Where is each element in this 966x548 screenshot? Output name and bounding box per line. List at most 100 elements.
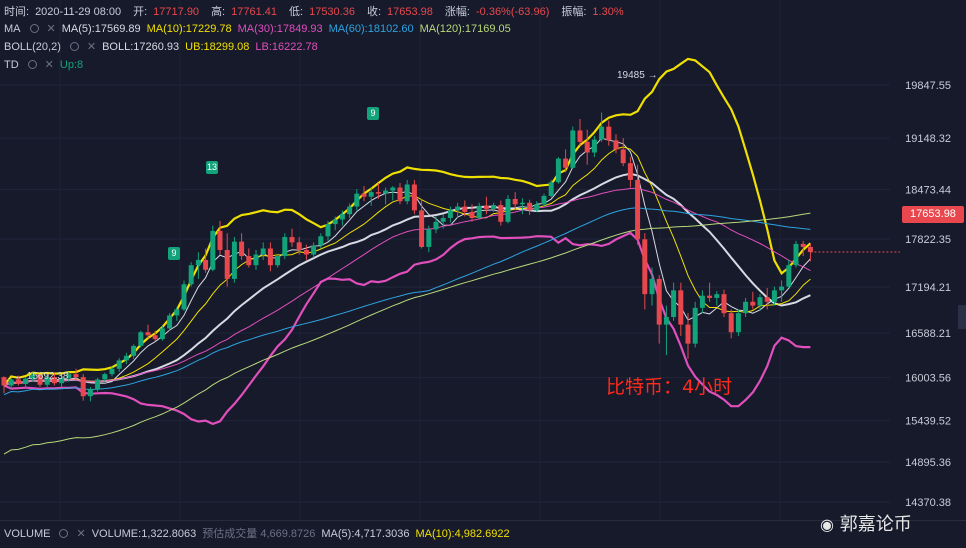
settings-icon[interactable] bbox=[59, 529, 69, 538]
candle-body bbox=[296, 242, 302, 250]
candle-body bbox=[786, 265, 792, 287]
candle-body bbox=[217, 230, 223, 250]
candle-body bbox=[771, 290, 777, 302]
y-tick-label: 17822.35 bbox=[905, 234, 951, 246]
candle-body bbox=[627, 163, 633, 180]
indicator-value: BOLL:17260.93 bbox=[102, 41, 180, 53]
candle-body bbox=[239, 241, 245, 257]
candle-body bbox=[779, 286, 785, 291]
indicator-value: MA(30):17849.93 bbox=[237, 23, 323, 35]
ohlc-field-value: 17653.98 bbox=[387, 6, 433, 18]
indicator-name: TD bbox=[4, 59, 19, 71]
volume-pane: VOLUME ✕ VOLUME:1,322.8063 预估成交量 4,669.8726… bbox=[0, 520, 966, 548]
candle-body bbox=[649, 278, 655, 295]
watermark-text: 郭嘉论币 bbox=[839, 514, 912, 535]
candle-body bbox=[347, 206, 353, 215]
candle-body bbox=[663, 316, 669, 325]
candle-body bbox=[311, 245, 317, 255]
settings-icon[interactable] bbox=[69, 42, 79, 51]
candle-body bbox=[534, 204, 540, 211]
candle-body bbox=[699, 295, 705, 308]
candle-body bbox=[131, 345, 137, 356]
ohlc-field: 高: 17761.41 bbox=[211, 6, 283, 18]
candle-body bbox=[462, 206, 468, 212]
candle-body bbox=[635, 179, 641, 240]
candle-body bbox=[203, 259, 209, 270]
boll-legend: BOLL(20,2) ✕ BOLL:17260.93 UB:18299.08 LB:16… bbox=[4, 40, 324, 53]
candle-body bbox=[181, 284, 187, 310]
ohlc-field-value: 17761.41 bbox=[231, 6, 278, 18]
candle-body bbox=[260, 248, 266, 255]
candle-body bbox=[51, 377, 57, 384]
candle-body bbox=[721, 294, 727, 314]
ohlc-field-value: 17530.36 bbox=[309, 6, 355, 18]
candle-body bbox=[404, 184, 410, 202]
candle-body bbox=[613, 140, 619, 150]
indicator-value: MA(10):17229.78 bbox=[146, 23, 232, 35]
candle-body bbox=[145, 332, 151, 336]
indicator-value: MA(10):4,982.6922 bbox=[415, 528, 510, 540]
candle-body bbox=[102, 374, 108, 380]
indicator-name: BOLL(20,2) bbox=[4, 41, 61, 53]
candle-body bbox=[483, 205, 489, 209]
candle-body bbox=[505, 198, 511, 222]
last-price-tag: 17653.98 bbox=[902, 206, 964, 223]
candle-body bbox=[397, 187, 403, 202]
candle-body bbox=[231, 241, 237, 279]
y-tick-label: 19847.55 bbox=[905, 80, 951, 92]
candle-body bbox=[426, 229, 432, 247]
ohlc-field: 低: 17530.36 bbox=[289, 6, 361, 18]
close-icon[interactable]: ✕ bbox=[86, 41, 97, 53]
candle-body bbox=[80, 377, 86, 397]
indicator-value: VOLUME:1,322.8063 bbox=[91, 528, 197, 540]
y-tick-label: 18473.44 bbox=[905, 185, 951, 197]
candle-body bbox=[289, 237, 295, 243]
candle-body bbox=[275, 256, 281, 266]
low-marker: ← 15692.38 bbox=[14, 371, 69, 382]
candle-body bbox=[743, 301, 749, 314]
candle-body bbox=[138, 332, 144, 346]
candle-body bbox=[303, 249, 309, 255]
candle-body bbox=[764, 297, 770, 302]
candle-body bbox=[555, 158, 561, 183]
settings-icon[interactable] bbox=[29, 24, 39, 33]
candles bbox=[1, 112, 900, 402]
candle-body bbox=[419, 210, 425, 247]
candle-body bbox=[383, 190, 389, 194]
candle-body bbox=[800, 243, 806, 247]
settings-icon[interactable] bbox=[27, 60, 37, 69]
candle-body bbox=[591, 139, 597, 153]
y-tick-label: 15439.52 bbox=[905, 416, 951, 428]
candle-body bbox=[678, 290, 684, 325]
candle-body bbox=[685, 324, 691, 344]
indicator-value: Up:8 bbox=[59, 59, 84, 71]
close-icon[interactable]: ✕ bbox=[46, 23, 56, 35]
candle-body bbox=[757, 297, 763, 306]
candle-body bbox=[793, 243, 799, 266]
ohlc-field: 收: 17653.98 bbox=[367, 6, 439, 18]
candle-body bbox=[570, 130, 576, 168]
ohlc-field-value: 17717.90 bbox=[153, 6, 200, 18]
volume-legend: VOLUME ✕ VOLUME:1,322.8063 预估成交量 4,669.8726… bbox=[4, 525, 516, 541]
candle-body bbox=[318, 236, 324, 246]
ma120-line bbox=[3, 212, 811, 455]
y-tick-label: 16003.56 bbox=[905, 373, 951, 385]
boll-lower-line bbox=[3, 231, 811, 426]
chart-annotation: 比特币：4小时 bbox=[606, 376, 733, 398]
candle-body bbox=[728, 313, 734, 333]
candle-body bbox=[750, 301, 756, 306]
ohlc-field-label: 开: bbox=[133, 6, 148, 18]
candle-body bbox=[59, 377, 65, 384]
candle-body bbox=[95, 379, 101, 390]
close-icon[interactable]: ✕ bbox=[76, 528, 86, 540]
indicator-value: MA(120):17169.05 bbox=[419, 23, 511, 35]
td-legend: TD ✕ Up:8 bbox=[4, 58, 89, 71]
indicator-value: MA(5):17569.89 bbox=[61, 23, 141, 35]
axis-scroll-handle[interactable] bbox=[958, 305, 966, 329]
candle-body bbox=[174, 309, 180, 316]
candle-body bbox=[476, 205, 482, 219]
candle-body bbox=[159, 328, 165, 340]
candle-body bbox=[152, 335, 158, 340]
close-icon[interactable]: ✕ bbox=[44, 59, 54, 71]
